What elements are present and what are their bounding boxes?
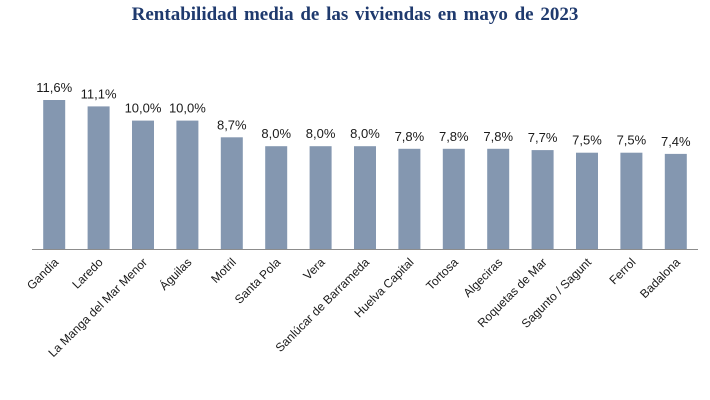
category-label-6: Vera	[300, 255, 328, 283]
bar-14	[664, 153, 687, 249]
data-label-13: 7,5%	[617, 133, 647, 148]
bar-4	[220, 137, 243, 250]
category-label-13: Ferrol	[606, 255, 638, 287]
bar-8	[398, 148, 421, 249]
bar-1	[87, 106, 110, 250]
data-label-9: 7,8%	[439, 129, 469, 144]
category-label-1: Laredo	[69, 255, 106, 292]
category-label-4: Motril	[208, 255, 239, 286]
bar-13	[620, 152, 643, 249]
category-label-9: Tortosa	[423, 255, 461, 293]
category-label-3: Águilas	[156, 255, 194, 293]
data-label-3: 10,0%	[169, 101, 206, 116]
data-label-11: 7,7%	[528, 130, 558, 145]
data-label-4: 8,7%	[217, 117, 247, 132]
bar-5	[265, 146, 288, 249]
bar-6	[309, 146, 332, 249]
data-label-7: 8,0%	[350, 126, 380, 141]
category-label-10: Algeciras	[461, 255, 506, 300]
chart-title: Rentabilidad media de las viviendas en m…	[131, 4, 579, 25]
bar-9	[442, 148, 465, 249]
category-label-5: Santa Pola	[232, 255, 284, 307]
data-label-10: 7,8%	[483, 129, 513, 144]
data-label-1: 11,1%	[81, 86, 117, 101]
category-label-0: Gandia	[24, 255, 61, 292]
data-label-8: 7,8%	[395, 129, 425, 144]
bar-2	[132, 120, 154, 249]
data-label-0: 11,6%	[36, 80, 72, 95]
bar-3	[176, 120, 199, 249]
bar-0	[43, 100, 66, 249]
category-label-14: Badalona	[637, 255, 683, 301]
bar-12	[576, 152, 598, 249]
bar-10	[487, 148, 510, 249]
data-label-12: 7,5%	[572, 133, 602, 148]
data-label-2: 10,0%	[125, 101, 162, 116]
data-label-6: 8,0%	[306, 126, 336, 141]
bar-11	[531, 150, 554, 249]
data-label-14: 7,4%	[661, 134, 691, 149]
data-label-5: 8,0%	[261, 126, 291, 141]
bar-7	[354, 146, 376, 249]
